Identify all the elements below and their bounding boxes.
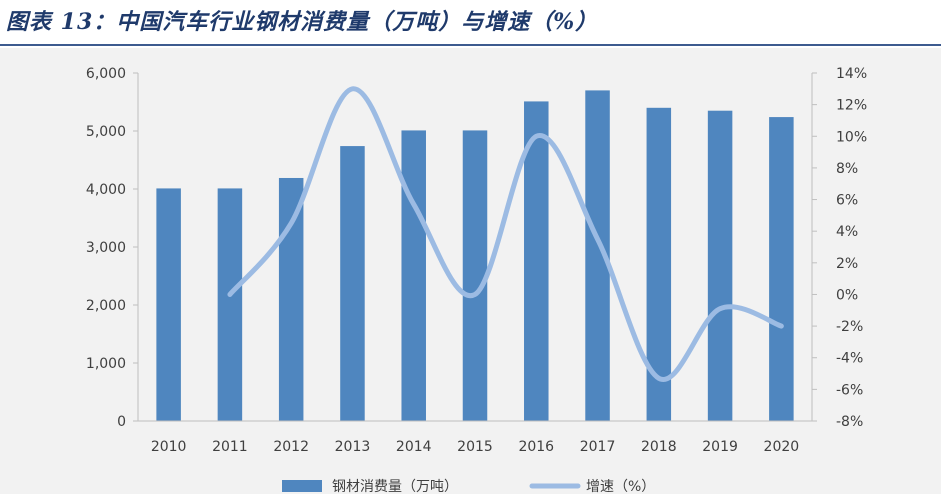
x-tick-label: 2020 bbox=[764, 439, 800, 455]
right-tick-label: 6% bbox=[836, 193, 858, 209]
left-tick-label: 5,000 bbox=[86, 124, 126, 140]
x-tick-label: 2019 bbox=[702, 439, 738, 455]
bar-2018 bbox=[646, 107, 672, 422]
x-tick-label: 2011 bbox=[212, 439, 248, 455]
right-tick-label: 8% bbox=[836, 161, 858, 177]
bar-2015 bbox=[462, 130, 488, 422]
legend-swatch-bar bbox=[282, 480, 322, 492]
title-divider bbox=[0, 44, 941, 46]
x-tick-label: 2018 bbox=[641, 439, 677, 455]
x-axis: 2010 2011 2012 2013 2014 2015 2016 2017 2018 2019… bbox=[138, 420, 812, 455]
left-axis: 0 1,000 2,000 3,000 4,000 5,000 6,000 bbox=[86, 66, 139, 430]
bar-2020 bbox=[769, 117, 794, 421]
right-tick-label: -4% bbox=[836, 351, 863, 367]
legend: 钢材消费量（万吨） 增速（%） bbox=[282, 479, 655, 494]
bar-2013 bbox=[340, 146, 365, 421]
right-tick-label: 4% bbox=[836, 224, 858, 240]
x-tick-label: 2010 bbox=[151, 439, 187, 455]
right-tick-label: 12% bbox=[836, 98, 867, 114]
x-tick-label: 2013 bbox=[335, 439, 371, 455]
bar-2019 bbox=[707, 110, 733, 421]
x-tick-label: 2015 bbox=[457, 439, 493, 455]
right-tick-label: -6% bbox=[836, 382, 863, 398]
x-tick-label: 2017 bbox=[580, 439, 616, 455]
x-tick-label: 2016 bbox=[518, 439, 554, 455]
bar-2010 bbox=[156, 188, 181, 421]
right-axis: -8% -6% -4% -2% 0% 2% 4% 6% 8% 10% 12% 14% bbox=[811, 66, 867, 430]
bar-2011 bbox=[217, 188, 243, 421]
left-tick-label: 2,000 bbox=[86, 298, 126, 314]
growth-line-series bbox=[227, 86, 784, 382]
chart-title: 图表 13：中国汽车行业钢材消费量（万吨）与增速（%） bbox=[6, 9, 599, 35]
bar-2012 bbox=[278, 177, 304, 421]
left-tick-label: 6,000 bbox=[86, 66, 126, 82]
bar-series bbox=[156, 90, 794, 422]
growth-line bbox=[227, 86, 784, 382]
bar-2014 bbox=[401, 130, 426, 422]
right-tick-label: -8% bbox=[836, 414, 863, 430]
right-tick-label: -2% bbox=[836, 319, 863, 335]
left-tick-label: 3,000 bbox=[86, 240, 126, 256]
bar-2016 bbox=[524, 101, 549, 422]
legend-label-bar: 钢材消费量（万吨） bbox=[332, 479, 458, 494]
right-tick-label: 10% bbox=[836, 129, 867, 145]
left-tick-label: 4,000 bbox=[86, 182, 126, 198]
right-tick-label: 14% bbox=[836, 66, 867, 82]
legend-label-line: 增速（%） bbox=[586, 479, 655, 494]
x-tick-label: 2014 bbox=[396, 439, 432, 455]
x-tick-label: 2012 bbox=[273, 439, 309, 455]
right-tick-label: 2% bbox=[836, 256, 858, 272]
left-tick-label: 0 bbox=[117, 414, 126, 430]
right-tick-label: 0% bbox=[836, 287, 858, 303]
left-tick-label: 1,000 bbox=[86, 356, 126, 372]
